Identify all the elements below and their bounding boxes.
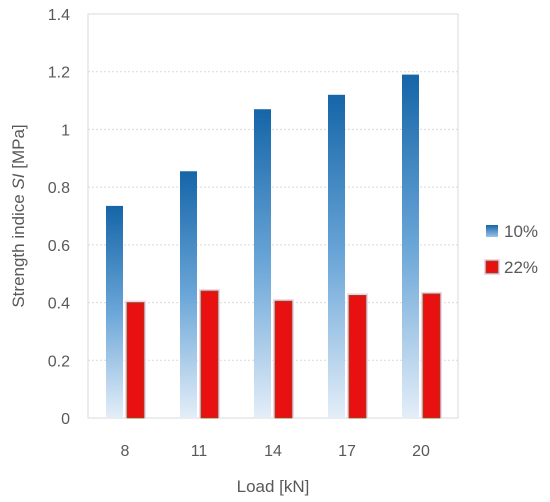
y-tick-label: 1 [61,122,70,139]
y-tick-label: 0.2 [48,353,70,370]
bars [106,74,442,419]
bar-series-2 [200,290,219,419]
y-tick-label: 0.6 [48,238,70,255]
bar-series-2 [422,293,441,419]
y-axis-title-prefix: Strength indice [9,190,28,308]
bar-series-1 [254,109,271,418]
y-tick-label: 0 [61,411,70,428]
bar-series-2 [348,294,367,419]
y-tick-label: 1.4 [48,7,70,24]
y-axis-title-unit: [MPa] [9,124,28,173]
x-tick-label: 14 [264,443,282,460]
y-tick-label: 0.8 [48,180,70,197]
x-tick-label: 11 [191,443,208,460]
y-axis-ticks: 0 0.2 0.4 0.6 0.8 1 1.2 1.4 [48,7,70,428]
x-tick-label: 20 [412,443,430,460]
x-tick-label: 17 [338,443,356,460]
legend: 10% 22% [484,222,538,277]
bar-series-1 [328,94,345,419]
bar-series-2 [126,302,145,419]
x-axis-ticks: 8 11 14 17 20 [121,443,430,460]
gridlines [88,71,458,361]
x-tick-label: 8 [121,443,130,460]
legend-label: 22% [504,258,538,277]
y-tick-label: 1.2 [48,65,70,82]
bar-series-1 [180,171,197,418]
y-tick-label: 0.4 [48,296,70,313]
bar-series-1 [106,205,123,418]
bar-series-1 [402,74,419,418]
legend-label: 10% [504,222,538,241]
bar-series-2 [274,300,293,419]
y-axis-title-symbol: SI [9,173,28,189]
legend-swatch-series-2 [485,260,499,274]
x-axis-title: Load [kN] [237,477,310,496]
y-axis-title: Strength indice SI [MPa] [9,124,28,307]
legend-swatch-series-1 [486,225,498,237]
